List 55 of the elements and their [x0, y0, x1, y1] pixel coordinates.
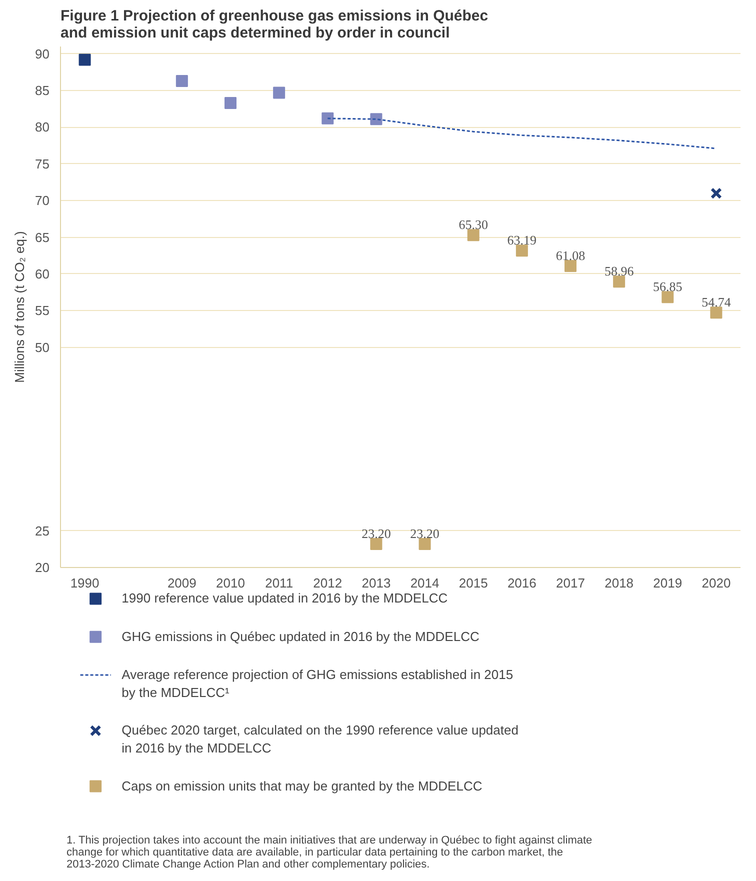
y-tick-label: 85: [35, 83, 50, 98]
x-tick-label: 2012: [313, 576, 342, 590]
point: [370, 113, 382, 126]
data-label: 63.19: [507, 232, 537, 248]
data-label: 56.85: [653, 279, 682, 294]
x-tick-label: 2009: [167, 576, 196, 590]
point: [710, 306, 722, 319]
data-label: 65.30: [458, 217, 488, 232]
y-tick-label: 55: [35, 303, 50, 318]
point: [613, 276, 626, 288]
data-label: 23.20: [362, 526, 391, 542]
y-tick-label: 60: [35, 266, 50, 282]
x-tick-label: 2017: [556, 576, 585, 590]
point: [418, 538, 431, 550]
y-tick-label: 50: [35, 340, 50, 355]
legend-label: GHG emissions in Québec updated in 2016 by the MDDELCC: [122, 628, 480, 644]
x-tick-label: 2013: [362, 576, 391, 590]
x-tick-label: 2015: [458, 576, 488, 590]
y-tick-label: 65: [35, 230, 50, 245]
point: [370, 538, 382, 550]
x-tick-label: 1990: [70, 576, 100, 590]
y-axis-title: Millions of tons (t CO₂ eq.): [12, 231, 28, 383]
y-tick-label: 90: [35, 46, 50, 62]
x-tick-label: 2010: [216, 576, 245, 590]
chart-title: Figure 1 Projection of greenhouse gas emissions in Québec and emission unit caps determined by order in council: [60, 8, 488, 42]
x-tick-label: 2011: [265, 576, 294, 590]
point: [467, 229, 480, 242]
legend-label: 1990 reference value updated in 2016 by the MDDELCC: [122, 590, 448, 606]
point: [662, 291, 674, 304]
point: [710, 188, 722, 200]
legend-label: Average reference projection of GHG emissions established in 2015 by the MDDELCC¹: [122, 666, 514, 700]
legend-label: Québec 2020 target, calculated on the 1990 reference value updated in 2016 by the MDDELCC: [122, 722, 518, 756]
data-label: 61.08: [556, 248, 586, 264]
point: [322, 112, 334, 124]
data-label: 54.74: [702, 294, 732, 310]
x-tick-label: 2019: [653, 576, 682, 590]
point: [564, 260, 576, 272]
data-label: 58.96: [604, 264, 634, 279]
point: [224, 97, 236, 110]
x-tick-label: 2020: [702, 576, 731, 590]
point: [273, 86, 286, 99]
legend-label: Caps on emission units that may be granted by the MDDELCC: [122, 778, 482, 794]
text: 1. This projection takes into account the main initiatives that are underway in Québec to fight against climate change for which quantitative data are available, in particular data pertaining to the carbon market, the 2013-2020 Climate Change Action Plan and other complementary policies.: [66, 834, 592, 870]
x-tick-label: 2018: [604, 576, 634, 590]
y-tick-label: 25: [35, 523, 50, 538]
x-tick-label: 2016: [507, 576, 536, 590]
point: [78, 54, 91, 66]
x-tick-label: 2014: [410, 576, 440, 590]
y-tick-label: 75: [35, 156, 50, 172]
y-tick-label: 80: [35, 120, 50, 135]
y-tick-label: 20: [35, 560, 50, 575]
data-label: 23.20: [410, 526, 440, 542]
y-tick-label: 70: [35, 193, 50, 208]
point: [516, 244, 528, 257]
point: [176, 74, 188, 87]
